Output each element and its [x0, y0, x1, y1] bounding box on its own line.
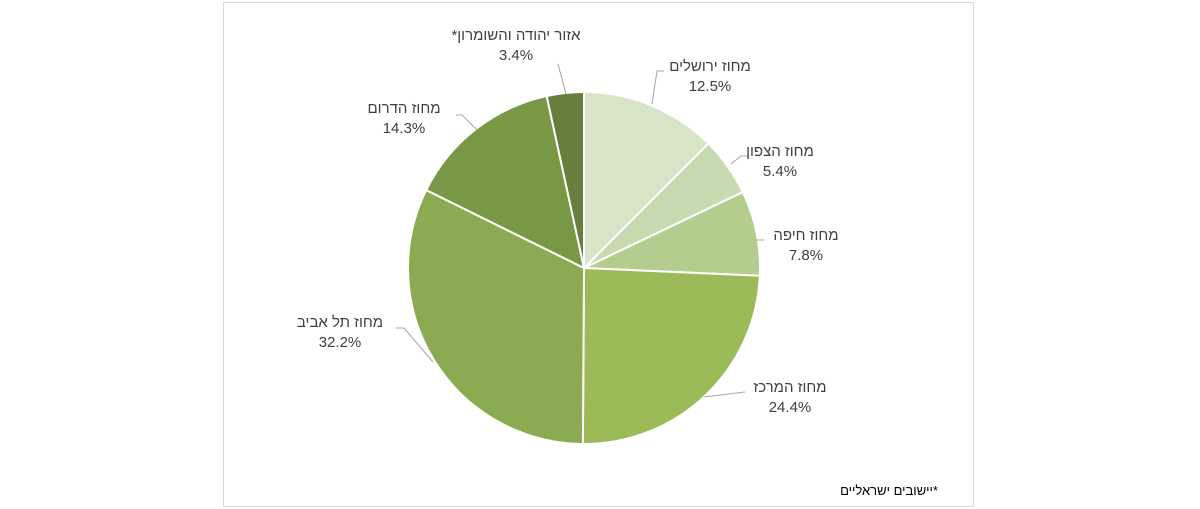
leader-line-4	[396, 327, 434, 363]
slice-value-label-6: 3.4%	[499, 47, 533, 64]
slice-value-label-3: 24.4%	[769, 399, 812, 416]
slice-value-label-2: 7.8%	[789, 247, 823, 264]
pie-slices	[407, 90, 761, 446]
slice-name-label-6: אזור יהודה והשומרון*	[451, 27, 581, 44]
leader-line-1	[730, 155, 748, 165]
slice-name-label-2: מחוז חיפה	[773, 227, 838, 244]
leader-line-5	[456, 114, 478, 131]
pie-slice-4	[407, 188, 586, 446]
slice-name-label-1: מחוז הצפון	[746, 143, 814, 160]
slice-name-label-5: מחוז הדרום	[368, 100, 441, 117]
pie-slice-0	[583, 90, 710, 271]
slice-name-label-4: מחוז תל אביב	[297, 314, 383, 331]
footnote: *יישובים ישראליים	[840, 483, 938, 498]
pie-slice-3	[581, 266, 761, 446]
slice-name-label-3: מחוז המרכז	[753, 379, 826, 396]
slice-labels: מחוז ירושלים 12.5% מחוז הצפון 5.4% מחוז חיפה…	[297, 27, 839, 416]
slice-value-label-5: 14.3%	[383, 120, 426, 137]
leader-line-6	[557, 63, 567, 95]
leader-line-0	[651, 70, 664, 105]
slice-value-label-0: 12.5%	[689, 78, 732, 95]
leader-lines	[396, 63, 764, 398]
slice-value-label-1: 5.4%	[763, 163, 797, 180]
slice-name-label-0: מחוז ירושלים	[669, 58, 751, 75]
slice-value-label-4: 32.2%	[319, 334, 362, 351]
leader-line-3	[703, 391, 746, 398]
